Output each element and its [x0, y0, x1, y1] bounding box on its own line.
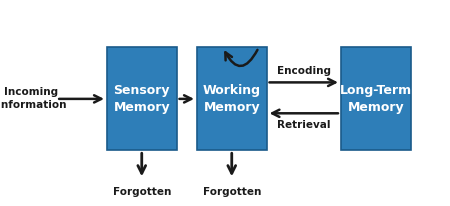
FancyArrowPatch shape — [272, 110, 338, 117]
FancyArrowPatch shape — [138, 153, 146, 173]
Text: Sensory
Memory: Sensory Memory — [113, 84, 170, 114]
FancyArrowPatch shape — [228, 153, 236, 173]
Text: Encoding: Encoding — [277, 66, 331, 76]
Text: Forgotten: Forgotten — [202, 187, 261, 197]
Text: Retrieval: Retrieval — [277, 120, 330, 130]
FancyArrowPatch shape — [59, 95, 101, 103]
FancyBboxPatch shape — [107, 47, 176, 150]
Text: Working
Memory: Working Memory — [203, 84, 261, 114]
FancyArrowPatch shape — [270, 79, 335, 86]
FancyArrowPatch shape — [225, 50, 257, 66]
FancyArrowPatch shape — [180, 95, 191, 103]
Text: Long-Term
Memory: Long-Term Memory — [340, 84, 412, 114]
Text: Forgotten: Forgotten — [112, 187, 171, 197]
FancyBboxPatch shape — [341, 47, 410, 150]
Text: Incoming
Information: Incoming Information — [0, 87, 66, 110]
FancyBboxPatch shape — [197, 47, 266, 150]
